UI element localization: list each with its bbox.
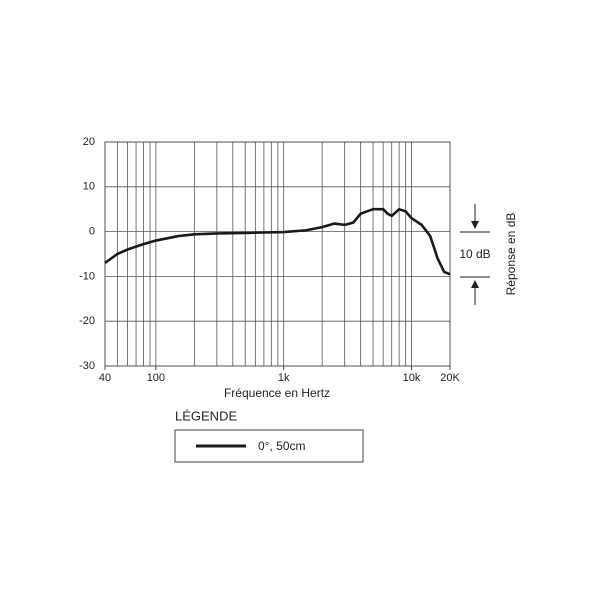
scale-marker: 10 dB: [459, 204, 491, 305]
scale-arrowhead: [471, 280, 479, 288]
y-tick-label: 10: [83, 181, 95, 193]
x-tick-label: 100: [147, 372, 165, 384]
scale-label: 10 dB: [459, 247, 490, 261]
y-axis-label: Réponse en dB: [504, 213, 518, 296]
x-tick-label: 40: [99, 372, 111, 384]
x-tick-label: 10k: [403, 372, 421, 384]
legend-title: LÉGENDE: [175, 408, 237, 423]
scale-arrowhead: [471, 221, 479, 229]
x-axis-label: Fréquence en Hertz: [224, 386, 330, 400]
legend-label: 0°, 50cm: [258, 439, 305, 453]
x-tick-label: 1k: [278, 372, 290, 384]
y-tick-label: 0: [89, 226, 95, 238]
x-tick-label: 20K: [440, 372, 460, 384]
y-tick-label: 20: [83, 136, 95, 148]
y-tick-label: -20: [79, 315, 95, 327]
y-tick-label: -30: [79, 360, 95, 372]
y-tick-label: -10: [79, 270, 95, 282]
series-line: [104, 207, 451, 276]
legend-box: [174, 429, 364, 463]
